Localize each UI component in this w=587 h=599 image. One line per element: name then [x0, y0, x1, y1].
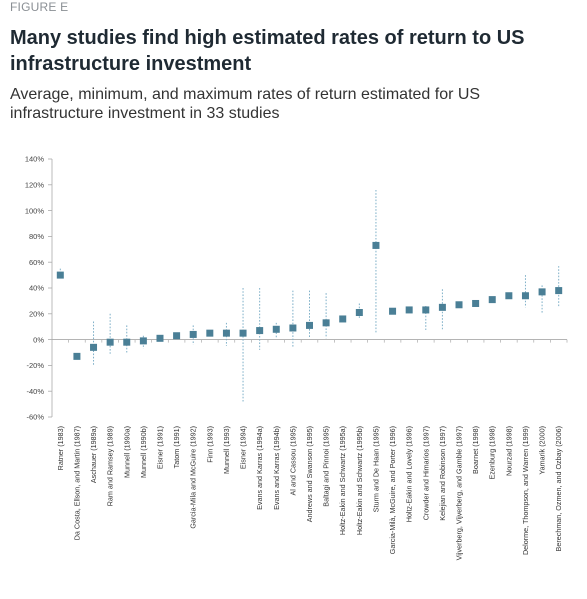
x-category-label: Baltagi and Pinnoi (1995) — [322, 426, 331, 507]
average-marker — [272, 325, 280, 333]
x-category-label: Garcia-Mila and McGuire (1992) — [189, 426, 198, 529]
x-category-label: Aschauer (1989a) — [89, 426, 98, 483]
x-category-label: Munnell (1990b) — [139, 426, 148, 478]
y-tick-label: 80% — [29, 232, 44, 241]
average-marker — [173, 332, 181, 340]
x-category-label: Tatom (1991) — [172, 426, 181, 468]
x-category-label: Berechman, Ozmen, and Ozbay (2006) — [554, 426, 563, 551]
x-category-label: Ratner (1983) — [56, 426, 65, 470]
x-category-label: Al and Cassou (1995) — [288, 426, 297, 496]
average-marker — [555, 287, 563, 295]
x-category-label: Munnell (1990a) — [122, 426, 131, 478]
y-tick-label: 60% — [29, 258, 44, 267]
y-tick-label: 40% — [29, 284, 44, 293]
x-category-label: Crowder and Himarios (1997) — [421, 426, 430, 520]
range-lines — [59, 189, 560, 402]
average-marker — [455, 301, 463, 309]
average-marker — [123, 338, 131, 346]
average-marker — [222, 329, 230, 337]
x-category-label: Eisner (1994) — [239, 426, 248, 469]
x-category-label: Andrews and Swanson (1995) — [305, 426, 314, 522]
average-marker — [206, 329, 214, 337]
y-tick-label: 0% — [33, 335, 44, 344]
x-category-label: Munnell (1993) — [222, 426, 231, 474]
zero-baseline — [52, 339, 568, 343]
y-tick-label: 100% — [25, 206, 45, 215]
average-marker — [239, 329, 247, 337]
average-marker — [355, 309, 363, 317]
average-marker — [438, 303, 446, 311]
average-marker — [538, 288, 546, 296]
x-category-label: Garcia-Milà, McGuire, and Porter (1996) — [388, 426, 397, 554]
average-marker — [289, 324, 297, 332]
x-category-label: Holtz-Eakin and Lovely (1996) — [405, 426, 414, 522]
average-marker — [139, 337, 147, 345]
x-category-label: Holtz-Eakin and Schwartz (1995a) — [338, 426, 347, 535]
average-marker — [106, 338, 114, 346]
average-marker — [389, 307, 397, 315]
y-tick-label: 20% — [29, 310, 44, 319]
chart-subtitle: Average, minimum, and maximum rates of r… — [10, 86, 481, 122]
average-marker — [73, 352, 81, 360]
x-category-label: Delorme, Thompson, and Warren (1999) — [521, 426, 530, 555]
x-category-label: Vijverberg, Vijverberg, and Gamble (1997… — [455, 426, 464, 560]
average-marker — [521, 292, 529, 300]
average-markers — [56, 241, 563, 360]
average-marker — [322, 319, 330, 327]
chart-title: Many studies find high estimated rates o… — [10, 27, 525, 75]
average-marker — [90, 343, 98, 351]
y-tick-label: 140% — [25, 155, 45, 164]
x-category-label: Boarnet (1998) — [471, 426, 480, 474]
average-marker — [189, 330, 197, 338]
x-category-label: Eisner (1991) — [155, 426, 164, 469]
x-category-label: Ezenburg (1998) — [488, 426, 497, 480]
average-marker — [372, 241, 380, 249]
average-marker — [339, 315, 347, 323]
average-marker — [505, 292, 513, 300]
y-tick-label: -60% — [26, 413, 44, 422]
y-axis: 140% 120% 100% 80% 60% 40% 20% 0% -20% -40% -60% — [25, 155, 53, 422]
average-marker — [422, 306, 430, 314]
x-category-label: Nourzad (1998) — [504, 426, 513, 476]
x-category-label: Yamarik (2000) — [538, 426, 547, 475]
x-category-label: Kelejian and Robinson (1997) — [438, 426, 447, 521]
x-category-label: Evans and Karras (1994b) — [272, 426, 281, 510]
average-marker — [488, 296, 496, 304]
x-category-label: Da Costa, Ellson, and Martin (1987) — [72, 426, 81, 540]
x-axis-labels: Ratner (1983) Da Costa, Ellson, and Marti… — [56, 426, 563, 560]
y-tick-label: -40% — [26, 387, 44, 396]
y-tick-label: 120% — [25, 181, 45, 190]
x-category-label: Evans and Karras (1994a) — [255, 426, 264, 510]
chart-header: FIGURE E Many studies find high estimate… — [10, 0, 580, 123]
x-category-label: Sturm and De Haan (1995) — [371, 426, 380, 512]
x-category-label: Holtz-Eakin and Schwartz (1995b) — [355, 426, 364, 535]
figure-label: FIGURE E — [10, 0, 69, 14]
average-marker — [472, 299, 480, 307]
y-tick-label: -20% — [26, 361, 44, 370]
average-marker — [306, 321, 313, 329]
average-marker — [156, 334, 164, 342]
average-marker — [56, 271, 64, 279]
average-marker — [405, 306, 413, 314]
average-marker — [256, 327, 264, 335]
x-category-label: Finn (1993) — [205, 426, 214, 463]
x-category-label: Ram and Ramsey (1989) — [106, 426, 115, 506]
